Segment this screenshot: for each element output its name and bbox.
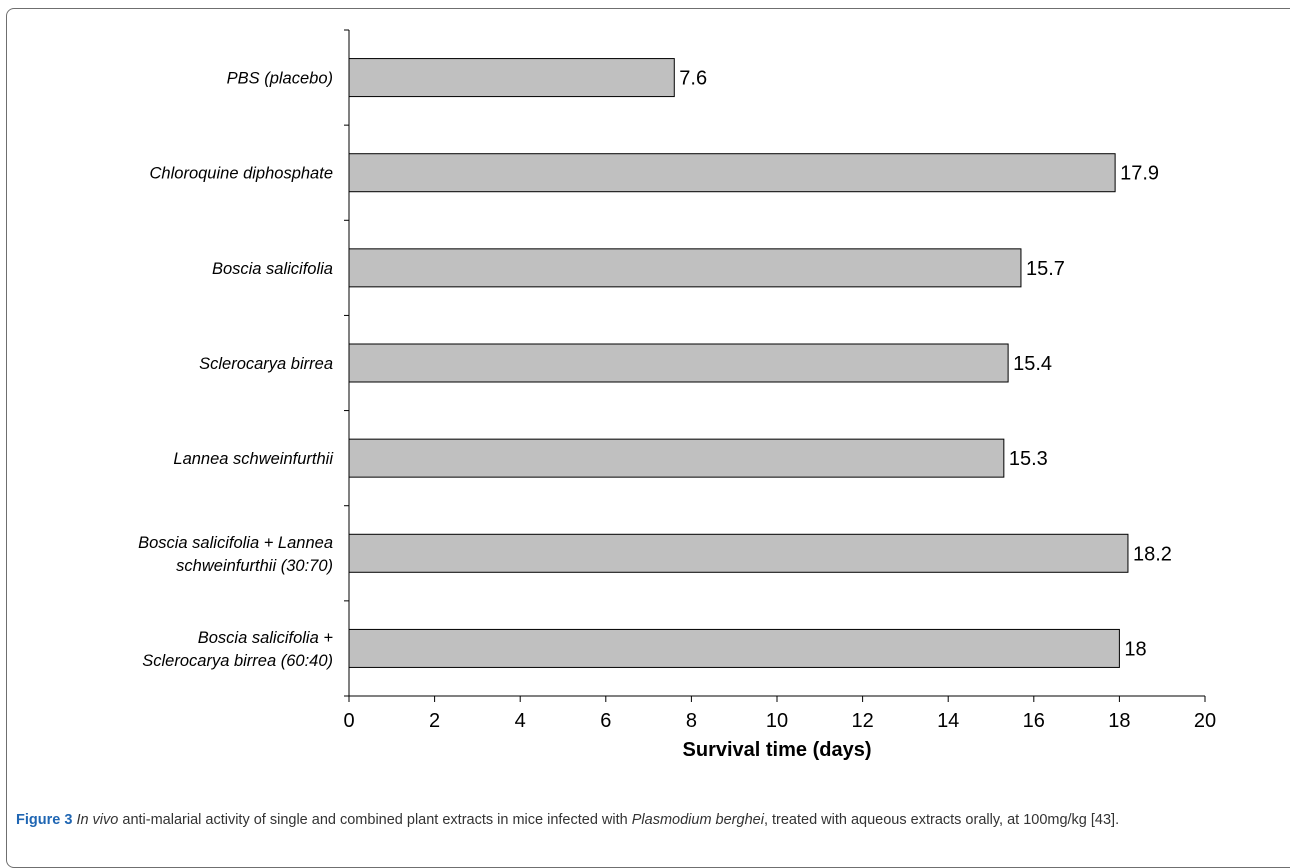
value-label: 15.7 <box>1026 258 1065 280</box>
value-label: 15.4 <box>1013 353 1052 375</box>
x-tick-label: 18 <box>1108 710 1130 732</box>
x-tick-label: 10 <box>766 710 788 732</box>
value-label: 7.6 <box>679 68 707 90</box>
caption-italic-invivo: In vivo <box>76 812 119 828</box>
x-tick-label: 14 <box>937 710 959 732</box>
survival-time-bar-chart: 0 2 4 6 8 10 12 14 16 18 20 Survival time (days) 7.6… <box>138 29 1216 761</box>
category-label: Chloroquine diphosphate <box>150 165 333 183</box>
caption-text-2: , treated with aqueous extracts orally, … <box>763 812 1120 828</box>
bar <box>348 628 1120 668</box>
bar <box>348 438 1005 478</box>
category-label: PBS (placebo) <box>227 70 333 88</box>
x-tick-label: 16 <box>1023 710 1045 732</box>
category-label: schweinfurthii (30:70) <box>176 557 333 575</box>
value-label: 17.9 <box>1120 163 1159 185</box>
caption-text-1: anti-malarial activity of single and com… <box>118 812 632 828</box>
bar <box>348 58 675 98</box>
x-tick-label: 0 <box>343 710 354 732</box>
caption-label: Figure 3 <box>16 812 73 828</box>
value-label: 18.2 <box>1133 543 1172 565</box>
category-label: Sclerocarya birrea <box>199 355 333 373</box>
figure-caption: Figure 3 In vivo anti-malarial activity … <box>16 809 1274 831</box>
bar <box>348 248 1022 288</box>
x-axis-title: Survival time (days) <box>683 739 872 761</box>
category-label: Lannea schweinfurthii <box>173 450 334 468</box>
x-tick-label: 12 <box>851 710 873 732</box>
bar <box>348 153 1116 193</box>
value-label: 15.3 <box>1009 448 1048 470</box>
x-tick-label: 8 <box>686 710 697 732</box>
x-tick-label: 20 <box>1194 710 1216 732</box>
category-label: Boscia salicifolia <box>212 260 333 278</box>
caption-italic-species: Plasmodium berghei <box>631 812 764 828</box>
x-tick-label: 4 <box>515 710 526 732</box>
bar <box>348 533 1129 573</box>
category-label: Sclerocarya birrea (60:40) <box>142 652 333 670</box>
bar <box>348 343 1009 383</box>
x-tick-label: 2 <box>429 710 440 732</box>
x-tick-label: 6 <box>600 710 611 732</box>
value-label: 18 <box>1124 638 1146 660</box>
category-label: Boscia salicifolia + Lannea <box>138 534 333 552</box>
category-label: Boscia salicifolia + <box>198 629 334 647</box>
